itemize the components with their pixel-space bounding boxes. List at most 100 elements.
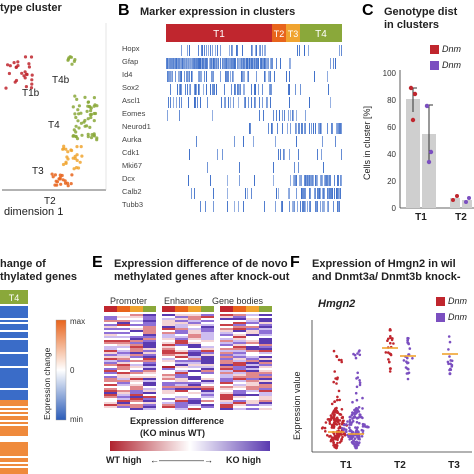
swarm-point: [348, 415, 352, 419]
heat-cell: [259, 400, 272, 402]
heat-cell: [143, 360, 156, 362]
swarm-point: [336, 398, 339, 402]
heat-cell: [130, 384, 143, 386]
heat-cell: [255, 97, 256, 108]
heat-cell: [284, 110, 285, 121]
legend-swatch-ko: [430, 61, 439, 71]
heat-cell: [130, 348, 143, 350]
panel-e-left-label: WT high: [106, 455, 142, 465]
heat-cell: [104, 370, 117, 372]
heat-cell: [244, 97, 245, 108]
heat-cell: [233, 406, 246, 408]
swarm-point: [352, 439, 355, 442]
heat-cell: [267, 97, 268, 108]
heat-cell: [130, 336, 143, 338]
swarm-point: [384, 351, 388, 354]
heat-cell: [246, 350, 259, 352]
tsne-point: [76, 119, 80, 123]
heat-cell: [175, 378, 188, 380]
heat-cell: [117, 386, 130, 388]
cluster-bar-label-t2: T2: [274, 29, 285, 39]
heat-cell: [232, 71, 233, 82]
gene-label: Id4: [122, 70, 133, 79]
heat-cell: [188, 175, 189, 186]
heat-cell: [314, 188, 315, 199]
panel-f-title-1: Expression of Hmgn2 in wil: [312, 258, 456, 270]
heat-cell: [239, 58, 240, 69]
swarm-point: [352, 442, 355, 445]
heat-cell: [215, 58, 216, 69]
heat-cell: [305, 123, 306, 134]
heat-cell: [0, 366, 28, 368]
heat-cell: [104, 366, 117, 368]
heat-cell: [170, 84, 171, 95]
heat-cell: [220, 380, 233, 382]
heat-cell: [246, 398, 259, 400]
heat-cell: [117, 392, 130, 394]
heat-cell: [220, 374, 233, 376]
panel-a-title: type cluster: [0, 2, 62, 14]
tsne-point: [29, 55, 34, 59]
heat-cell: [207, 97, 208, 108]
heat-cell: [330, 175, 331, 186]
swarm-point: [389, 335, 392, 338]
heat-cell: [143, 356, 156, 358]
heat-cell: [279, 110, 280, 121]
heat-cell: [0, 380, 28, 382]
heat-cell: [313, 175, 314, 186]
heat-cell: [246, 392, 259, 394]
heat-cell: [233, 338, 246, 340]
heat-cell: [104, 354, 117, 356]
panel-f-legend-wt: Dnm: [436, 296, 467, 307]
heat-cell: [104, 336, 117, 338]
heat-cell: [0, 348, 28, 350]
heat-cell: [188, 344, 201, 346]
heat-cell: [211, 71, 212, 82]
heat-cell: [177, 84, 178, 95]
heat-cell: [220, 382, 233, 384]
swarm-point: [355, 420, 359, 424]
heat-cell: [162, 398, 175, 400]
heat-cell: [200, 97, 201, 108]
tsne-point: [74, 124, 78, 128]
heat-cell: [162, 316, 175, 318]
heat-cell: [143, 334, 156, 336]
heat-cell: [0, 462, 28, 464]
heat-cell: [264, 58, 265, 69]
heat-cell: [191, 58, 192, 69]
heat-cell: [265, 45, 266, 56]
heat-cell: [230, 58, 231, 69]
heat-cell: [179, 110, 180, 121]
heat-cell: [143, 390, 156, 392]
heat-cell: [130, 370, 143, 372]
heat-cell: [0, 390, 28, 392]
swarm-point: [333, 370, 336, 373]
swarm-point: [361, 422, 365, 426]
heat-cell: [117, 380, 130, 382]
swarm-point: [406, 377, 410, 381]
swarm-point: [388, 360, 391, 364]
heat-cell: [117, 350, 130, 352]
heat-cell: [250, 58, 251, 69]
heat-cell: [104, 392, 117, 394]
heat-cell: [201, 398, 214, 400]
heat-cell: [188, 384, 201, 386]
swarm-point: [338, 419, 342, 422]
heat-cell: [130, 324, 143, 326]
heat-cell: [288, 84, 289, 95]
heat-cell: [205, 58, 206, 69]
heat-cell: [130, 390, 143, 392]
heat-cell: [320, 123, 321, 134]
heat-cell: [104, 402, 117, 404]
tsne-point: [73, 94, 77, 98]
heat-cell: [104, 406, 117, 408]
heat-cell: [162, 362, 175, 364]
heat-cell: [246, 390, 259, 392]
panel-f-legend-ko: Dnm: [436, 312, 467, 323]
heat-cell: [130, 358, 143, 360]
heat-cell: [130, 366, 143, 368]
heat-cell: [0, 438, 28, 440]
heat-cell: [0, 386, 28, 388]
ytick: 100: [383, 69, 397, 78]
point-ko: [428, 149, 434, 155]
